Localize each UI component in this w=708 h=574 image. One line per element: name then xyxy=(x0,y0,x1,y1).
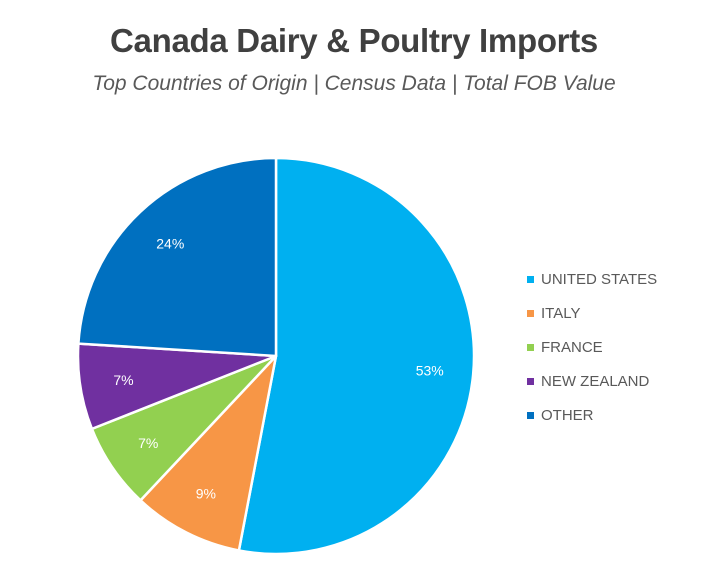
chart-title: Canada Dairy & Poultry Imports xyxy=(110,22,598,59)
legend-item: UNITED STATES xyxy=(527,262,657,296)
legend-swatch xyxy=(527,377,534,385)
data-label-united-states: 53% xyxy=(416,363,444,379)
legend-label: FRANCE xyxy=(541,338,603,356)
legend-item: NEW ZEALAND xyxy=(527,364,657,398)
pie-slice-other xyxy=(77,156,278,358)
legend-item: ITALY xyxy=(527,296,657,330)
legend-item: FRANCE xyxy=(527,330,657,364)
data-label-new-zealand: 7% xyxy=(113,372,133,388)
data-label-other: 24% xyxy=(156,235,184,251)
legend-swatch xyxy=(527,411,534,419)
legend-label: ITALY xyxy=(541,304,581,322)
data-label-france: 7% xyxy=(138,435,158,451)
legend-label: UNITED STATES xyxy=(541,270,658,288)
legend-swatch xyxy=(527,275,534,283)
legend-swatch xyxy=(527,309,534,317)
chart-legend: UNITED STATES ITALY FRANCE NEW ZEALAND OTHER xyxy=(527,262,657,432)
data-label-italy: 9% xyxy=(196,486,216,502)
legend-label: NEW ZEALAND xyxy=(541,372,650,390)
chart-subtitle: Top Countries of Origin | Census Data | … xyxy=(92,72,616,95)
legend-swatch xyxy=(527,343,534,351)
pie-slice-italy xyxy=(139,354,278,552)
legend-label: OTHER xyxy=(541,406,594,424)
legend-item: OTHER xyxy=(527,398,657,432)
pie-slice-united-states xyxy=(237,156,476,556)
